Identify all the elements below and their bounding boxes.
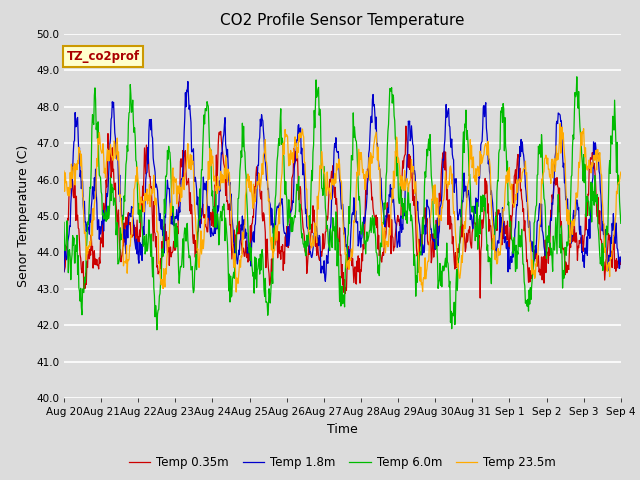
Temp 0.35m bbox=[457, 232, 465, 238]
Temp 0.35m bbox=[617, 256, 625, 262]
Legend: Temp 0.35m, Temp 1.8m, Temp 6.0m, Temp 23.5m: Temp 0.35m, Temp 1.8m, Temp 6.0m, Temp 2… bbox=[124, 452, 561, 474]
Temp 23.5m bbox=[556, 121, 564, 127]
Temp 6.0m bbox=[573, 74, 580, 80]
Temp 0.35m bbox=[298, 208, 306, 214]
Temp 23.5m bbox=[205, 177, 212, 182]
Temp 23.5m bbox=[299, 126, 307, 132]
Temp 6.0m bbox=[153, 327, 161, 333]
Temp 1.8m bbox=[458, 201, 465, 207]
Temp 23.5m bbox=[232, 289, 240, 295]
Temp 23.5m bbox=[617, 169, 625, 175]
Temp 6.0m bbox=[480, 192, 488, 198]
Title: CO2 Profile Sensor Temperature: CO2 Profile Sensor Temperature bbox=[220, 13, 465, 28]
Temp 1.8m bbox=[121, 227, 129, 232]
Temp 6.0m bbox=[299, 231, 307, 237]
Temp 23.5m bbox=[60, 168, 68, 174]
Line: Temp 1.8m: Temp 1.8m bbox=[64, 82, 621, 281]
Temp 1.8m bbox=[184, 79, 192, 84]
Temp 23.5m bbox=[480, 152, 488, 157]
Line: Temp 23.5m: Temp 23.5m bbox=[64, 124, 621, 292]
Temp 6.0m bbox=[457, 223, 465, 228]
Temp 0.35m bbox=[121, 239, 129, 245]
Temp 0.35m bbox=[542, 270, 550, 276]
Temp 1.8m bbox=[481, 114, 488, 120]
Temp 0.35m bbox=[476, 295, 484, 301]
Temp 1.8m bbox=[617, 258, 625, 264]
Temp 23.5m bbox=[457, 263, 465, 268]
Temp 6.0m bbox=[60, 219, 68, 225]
Temp 1.8m bbox=[60, 269, 68, 275]
Temp 1.8m bbox=[321, 278, 329, 284]
Temp 23.5m bbox=[541, 156, 549, 161]
Temp 0.35m bbox=[402, 123, 410, 129]
Text: TZ_co2prof: TZ_co2prof bbox=[67, 50, 140, 63]
Temp 0.35m bbox=[481, 199, 488, 204]
Temp 6.0m bbox=[617, 220, 625, 226]
Temp 0.35m bbox=[60, 269, 68, 275]
Y-axis label: Senor Temperature (C): Senor Temperature (C) bbox=[17, 145, 31, 287]
Temp 1.8m bbox=[205, 214, 213, 220]
Temp 6.0m bbox=[205, 144, 213, 150]
Temp 0.35m bbox=[205, 211, 212, 217]
Line: Temp 0.35m: Temp 0.35m bbox=[64, 126, 621, 298]
X-axis label: Time: Time bbox=[327, 423, 358, 436]
Temp 6.0m bbox=[121, 198, 129, 204]
Temp 1.8m bbox=[542, 249, 550, 255]
Temp 1.8m bbox=[299, 160, 307, 166]
Temp 23.5m bbox=[121, 259, 129, 264]
Line: Temp 6.0m: Temp 6.0m bbox=[64, 77, 621, 330]
Temp 6.0m bbox=[541, 204, 549, 210]
